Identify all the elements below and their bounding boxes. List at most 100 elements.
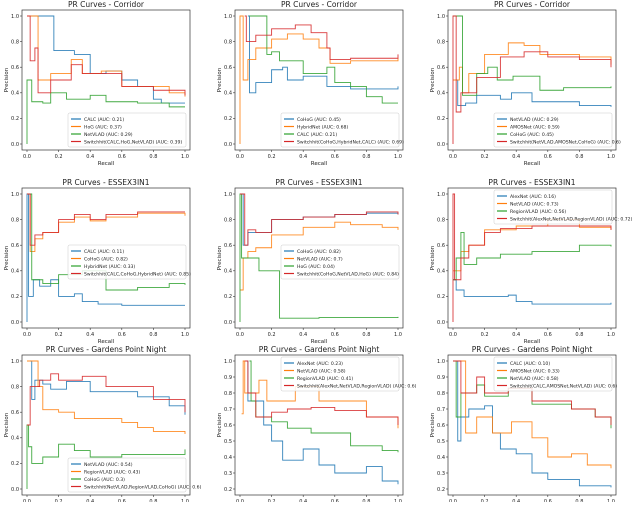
- legend-entry: NetVLAD (AUC: 0.29): [84, 132, 133, 138]
- legend-entry: CoHoG (AUC: 0.3): [84, 477, 125, 483]
- y-tick-label: 0.6: [11, 410, 19, 416]
- y-tick-label: 0.4: [437, 455, 445, 461]
- y-tick-label: 0.0: [11, 320, 19, 326]
- legend-box: [493, 356, 613, 392]
- y-tick-label: 0.2: [437, 294, 445, 300]
- pr-curve-series: [240, 193, 399, 246]
- x-tick-label: 0.8: [149, 154, 157, 160]
- x-axis-label: Recall: [524, 339, 541, 345]
- y-tick-label: 0.6: [11, 65, 19, 71]
- x-tick-label: 0.0: [236, 332, 244, 338]
- chart-title: PR Curves - ESSEX3IN1: [488, 178, 575, 187]
- y-tick-label: 0.9: [224, 375, 232, 381]
- x-tick-label: 0.2: [481, 154, 489, 160]
- pr-curve-series: [453, 279, 612, 305]
- y-axis-label: Precision: [4, 67, 10, 92]
- legend-entry: RegionVLAD (AUC: 0.41): [297, 376, 353, 382]
- x-tick-label: 0.2: [268, 154, 276, 160]
- y-tick-label: 0.0: [437, 142, 445, 148]
- pr-curve-series: [241, 360, 399, 429]
- pr-curve-series: [27, 15, 186, 96]
- y-tick-label: 0.8: [437, 217, 445, 223]
- y-tick-label: 1.0: [11, 359, 19, 365]
- legend-entry: Switchhit(CALC,HoG,NetVLAD) (AUC: 0.39): [84, 139, 182, 145]
- y-tick-label: 0.0: [11, 487, 19, 493]
- pr-curve-series: [28, 193, 186, 253]
- legend-entry: RegionVLAD (AUC: 0.56): [510, 209, 566, 215]
- pr-curve-series: [453, 219, 612, 272]
- x-tick-label: 1.0: [394, 332, 402, 338]
- legend-box: [280, 112, 400, 148]
- x-tick-label: 0.8: [149, 332, 157, 338]
- pr-curve-series: [246, 360, 399, 485]
- y-tick-label: 0.6: [437, 243, 445, 249]
- y-tick-label: 0.6: [224, 65, 232, 71]
- y-axis-label: Precision: [217, 412, 223, 437]
- x-tick-label: 0.0: [23, 154, 31, 160]
- y-tick-label: 0.0: [224, 320, 232, 326]
- y-tick-label: 0.5: [437, 439, 445, 445]
- y-tick-label: 0.2: [224, 116, 232, 122]
- y-tick-label: 0.8: [224, 391, 232, 397]
- legend-box: [67, 457, 187, 493]
- chart-panel: PR Curves - ESSEX3IN1 0.0 0.2 0.4 0.6 0.8 1.0 0…: [430, 178, 633, 345]
- y-tick-label: 0.6: [437, 423, 445, 429]
- legend-entry: RegionVLAD (AUC: 0.43): [84, 469, 140, 475]
- legend-entry: CoHoG (AUC: 0.45): [510, 132, 554, 138]
- pr-curve-series: [27, 373, 186, 426]
- pr-curve-series: [453, 231, 612, 281]
- chart-title: PR Curves - Corridor: [494, 0, 571, 9]
- legend-entry: AMOSNet (AUC: 0.33): [510, 368, 560, 374]
- y-tick-label: 1.0: [224, 359, 232, 365]
- pr-curve-series: [244, 360, 399, 425]
- pr-curve-series: [30, 360, 186, 415]
- y-tick-label: 0.0: [437, 320, 445, 326]
- x-tick-label: 0.0: [236, 154, 244, 160]
- chart-title: PR Curves - Corridor: [281, 0, 358, 9]
- x-tick-label: 0.8: [575, 154, 583, 160]
- legend-entry: HoG (AUC: 0.04): [297, 264, 335, 270]
- y-tick-label: 0.4: [224, 269, 232, 275]
- y-tick-label: 0.7: [437, 407, 445, 413]
- pr-curve-series: [244, 15, 399, 60]
- y-tick-label: 0.4: [224, 91, 232, 97]
- y-tick-label: 0.3: [437, 471, 445, 477]
- legend-entry: HybridNet (AUC: 0.68): [297, 124, 348, 130]
- y-axis-label: Precision: [430, 67, 436, 92]
- legend-entry: NetVLAD (AUC: 0.58): [297, 368, 346, 374]
- legend: CoHoG (AUC: 0.82)NetVLAD (AUC: 0.7) HoG (…: [280, 244, 400, 280]
- y-tick-label: 0.7: [224, 407, 232, 413]
- y-tick-label: 0.8: [224, 39, 232, 45]
- legend-entry: CoHoG (AUC: 0.45): [297, 117, 341, 123]
- y-tick-label: 1.0: [224, 14, 232, 20]
- x-tick-label: 1.0: [607, 154, 615, 160]
- chart-title: PR Curves - Gardens Point Night: [472, 345, 593, 354]
- y-tick-label: 0.6: [11, 243, 19, 249]
- legend-entry: Switchhit(AlexNet,NetVLAD,RegionVLAD) (A…: [510, 216, 633, 222]
- y-axis-label: Precision: [430, 412, 436, 437]
- x-tick-label: 0.6: [544, 154, 552, 160]
- y-tick-label: 0.8: [437, 391, 445, 397]
- y-tick-label: 1.0: [11, 14, 19, 20]
- pr-curve-series: [453, 15, 612, 96]
- y-tick-label: 0.6: [437, 65, 445, 71]
- x-tick-label: 0.6: [331, 332, 339, 338]
- y-tick-label: 1.0: [437, 359, 445, 365]
- x-tick-label: 0.8: [362, 332, 370, 338]
- x-tick-label: 0.2: [268, 332, 276, 338]
- x-axis-label: Recall: [98, 339, 115, 345]
- y-tick-label: 0.8: [224, 217, 232, 223]
- chart-panel: PR Curves - Corridor 0.0 0.2 0.4 0.6 0.8 1.0 0.…: [430, 0, 621, 167]
- y-tick-label: 0.2: [11, 461, 19, 467]
- pr-curve-series: [452, 15, 612, 144]
- pr-curve-series: [26, 424, 186, 489]
- y-tick-label: 0.3: [224, 471, 232, 477]
- legend-entry: NetVLAD (AUC: 0.54): [84, 462, 133, 468]
- chart-title: PR Curves - ESSEX3IN1: [275, 178, 362, 187]
- x-axis-label: Recall: [524, 161, 541, 167]
- legend: CALC (AUC: 0.11)CoHoG (AUC: 0.82) HybridN…: [67, 244, 191, 280]
- x-tick-label: 0.4: [512, 154, 520, 160]
- legend-entry: Switchhit(CALC,CoHoG,HybridNet) (AUC: 0.…: [84, 271, 191, 277]
- y-tick-label: 1.0: [224, 192, 232, 198]
